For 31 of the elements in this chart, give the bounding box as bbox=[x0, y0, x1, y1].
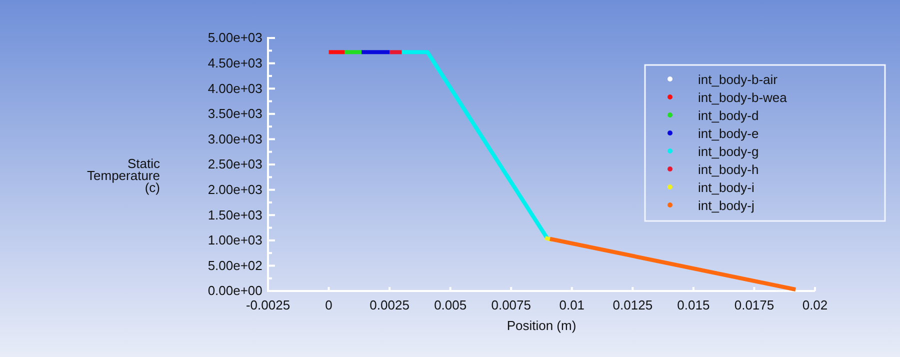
legend-label: int_body-b-wea bbox=[698, 90, 788, 105]
y-tick-label: 5.00e+02 bbox=[208, 258, 262, 273]
y-tick-label: 4.00e+03 bbox=[208, 80, 262, 96]
x-tick-label: 0.01 bbox=[559, 298, 585, 313]
y-tick-label: 2.50e+03 bbox=[208, 156, 262, 172]
legend-label: int_body-b-air bbox=[698, 72, 778, 87]
x-tick-label: 0.0125 bbox=[612, 298, 653, 313]
y-tick-label: 3.50e+03 bbox=[208, 106, 262, 122]
x-tick-label: 0.0025 bbox=[370, 298, 410, 313]
x-tick-label: 0.0175 bbox=[734, 298, 774, 313]
x-tick-label: 0.005 bbox=[434, 298, 467, 313]
legend-label: int_body-d bbox=[698, 108, 759, 123]
x-tick-label: 0.02 bbox=[802, 298, 828, 313]
y-tick-label: 1.50e+03 bbox=[208, 207, 262, 222]
legend-label: int_body-e bbox=[698, 126, 759, 141]
y-tick-label: 0.00e+00 bbox=[208, 283, 262, 298]
x-tick-label: -0.0025 bbox=[246, 298, 290, 313]
y-tick-label: 2.00e+03 bbox=[208, 182, 262, 197]
y-tick-label: 5.00e+03 bbox=[208, 30, 262, 46]
y-tick-label: 1.00e+03 bbox=[208, 232, 262, 248]
x-tick-label: 0 bbox=[325, 298, 332, 313]
legend-label: int_body-g bbox=[698, 144, 759, 159]
y-axis-title: Static Temperature (c) bbox=[87, 156, 160, 195]
legend-label: int_body-h bbox=[698, 162, 759, 177]
y-tick-label: 4.50e+03 bbox=[208, 55, 262, 70]
y-tick-label: 3.00e+03 bbox=[208, 131, 262, 146]
legend-label: int_body-j bbox=[698, 198, 754, 213]
x-tick-label: 0.0075 bbox=[491, 298, 531, 313]
x-tick-label: 0.015 bbox=[677, 298, 710, 313]
x-axis-title: Position (m) bbox=[506, 318, 576, 333]
legend-label: int_body-i bbox=[698, 180, 754, 195]
